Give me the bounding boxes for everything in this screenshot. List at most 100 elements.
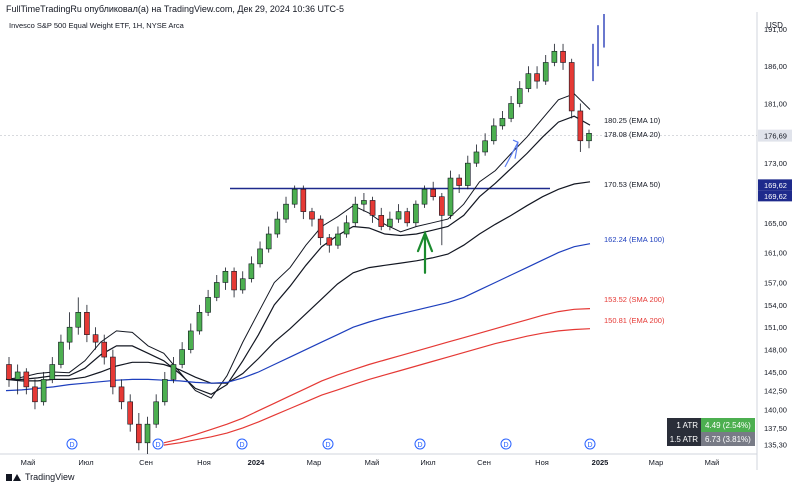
candle [335, 226, 341, 249]
candle [66, 312, 73, 350]
candle [508, 96, 514, 123]
candle [187, 323, 194, 354]
candle [6, 357, 12, 387]
candle [421, 185, 428, 208]
price-level-tag [758, 190, 792, 202]
y-tick-label: 161,00 [764, 249, 787, 258]
ma-line-sma-200 [163, 308, 591, 444]
candle-body [300, 188, 307, 212]
atr-row-2: 1.5 ATR 6.73 (3.81%) [667, 432, 755, 446]
candle-body [326, 237, 333, 246]
candle-body [291, 188, 298, 205]
candle-body [395, 211, 402, 220]
candle-body [222, 270, 229, 283]
y-tick-label: 140,00 [764, 405, 787, 414]
dividend-marker-label: D [503, 442, 508, 449]
dividend-marker [66, 438, 78, 450]
candle [473, 144, 480, 167]
candle [14, 364, 21, 395]
candle-body [231, 270, 237, 291]
candle-body [75, 312, 82, 328]
x-tick-label: Мар [649, 458, 664, 467]
candle [162, 371, 168, 406]
candle-body [23, 371, 30, 388]
candle-body [516, 88, 523, 104]
last-price-tag-label: 176,69 [764, 132, 787, 141]
candle [551, 43, 558, 67]
candle [84, 304, 90, 343]
dividend-marker-label: D [155, 442, 160, 449]
candle-body [136, 423, 142, 444]
candle-body [560, 50, 566, 63]
dividend-marker [584, 438, 596, 450]
candle-body [248, 263, 255, 280]
y-tick-label: 135,30 [764, 440, 787, 449]
candle-body [404, 211, 411, 224]
ma-label: 153.52 (SMA 200) [604, 295, 665, 304]
candle-body [127, 401, 133, 425]
candle-body [447, 177, 454, 216]
candle-body [508, 103, 514, 119]
candle-body [144, 423, 151, 444]
candle [413, 200, 419, 227]
candle [439, 192, 445, 246]
candle-body [213, 282, 220, 298]
dividend-marker-label: D [325, 442, 330, 449]
atr-label: 1 ATR [667, 418, 701, 432]
candle [23, 368, 30, 395]
candle-body [361, 200, 367, 205]
candle-body [110, 356, 116, 388]
price-level-tag [758, 179, 792, 191]
dividend-marker-label: D [69, 442, 74, 449]
y-tick-label: 154,00 [764, 301, 787, 310]
candle-body [499, 118, 506, 127]
candle-body [101, 341, 108, 358]
candle-body [196, 312, 203, 332]
y-tick-label: 173,00 [764, 159, 787, 168]
candle [136, 412, 142, 451]
candle [525, 66, 532, 93]
candle [300, 185, 307, 220]
candle-body [352, 203, 359, 224]
candle-body [586, 133, 592, 142]
ma-label: 178.08 (EMA 20) [604, 130, 661, 139]
candle-body [239, 278, 246, 291]
tradingview-logo-icon [6, 473, 21, 482]
candle [58, 334, 64, 369]
candle [465, 155, 471, 190]
candle-body [413, 203, 419, 224]
candle-body [378, 215, 385, 227]
dividend-marker [500, 438, 512, 450]
candle [32, 379, 38, 410]
candle [101, 334, 108, 365]
candle-body [153, 401, 159, 425]
candle [196, 304, 203, 335]
y-tick-label: 165,00 [764, 219, 787, 228]
dividend-marker [152, 438, 164, 450]
candle [490, 118, 497, 145]
atr-row-1: 1 ATR 4.49 (2.54%) [667, 418, 755, 432]
last-price-tag [758, 129, 792, 142]
candle-body [265, 233, 272, 250]
candle-body [534, 73, 540, 82]
candle [231, 267, 237, 298]
candle [404, 207, 411, 227]
dividend-marker-label: D [239, 442, 244, 449]
ma-label: 150.81 (EMA 200) [604, 316, 665, 325]
x-tick-label: Ноя [197, 458, 211, 467]
candle-body [465, 162, 471, 186]
candle [516, 81, 523, 108]
candle-body [179, 349, 185, 365]
price-level-tag-label: 169,62 [764, 181, 787, 190]
ma-label: 162.24 (EMA 100) [604, 235, 665, 244]
x-tick-label: Сен [139, 458, 153, 467]
candle-body [551, 50, 558, 63]
currency-label: USD [766, 21, 783, 30]
candle-body [577, 110, 584, 142]
y-tick-label: 145,00 [764, 368, 787, 377]
candle [291, 185, 298, 208]
candle [118, 379, 125, 410]
candle [265, 226, 272, 253]
candle-body [170, 364, 177, 380]
